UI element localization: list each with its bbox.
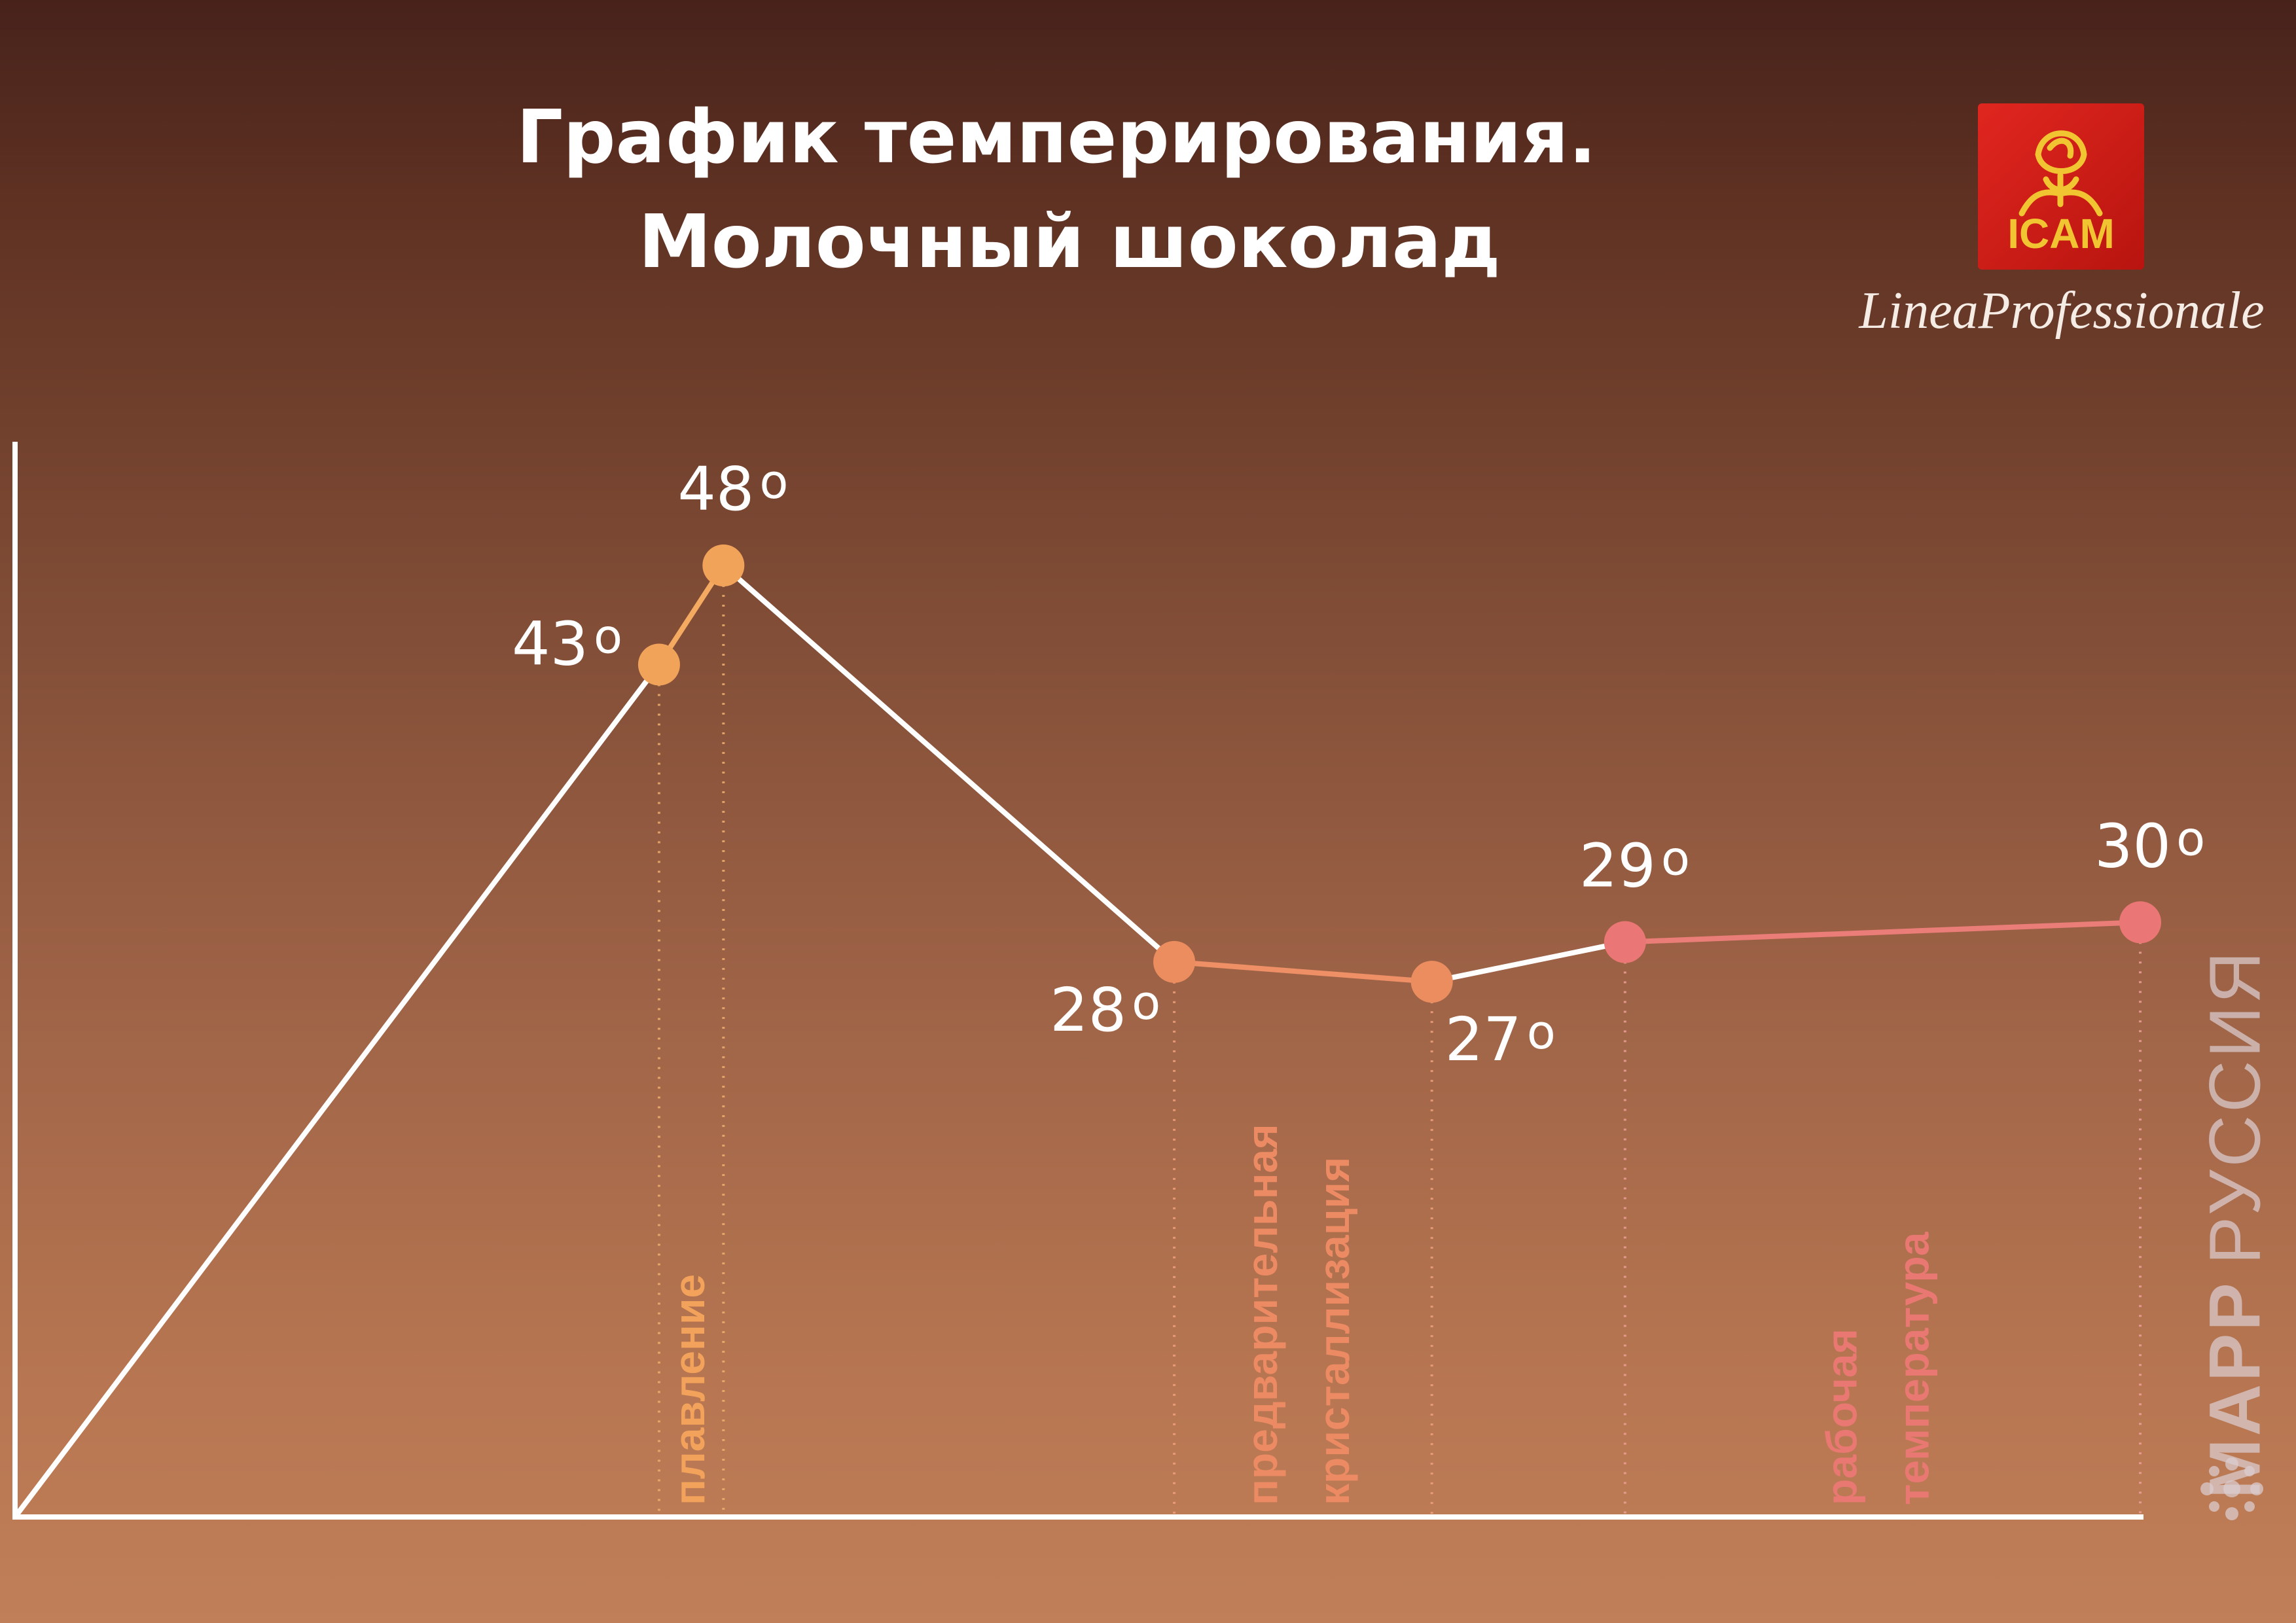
phase-label: предварительная: [1238, 1124, 1286, 1505]
series-line-segment: [1622, 919, 2143, 945]
data-point: [1410, 961, 1453, 1003]
data-point: [702, 544, 745, 586]
degree-mark: о: [1132, 975, 1160, 1030]
chart-title-line-1: График темперирования.: [516, 95, 1597, 180]
data-label: 27 о: [1445, 1005, 1556, 1075]
degree-mark: о: [2176, 811, 2205, 866]
data-label: 29 о: [1579, 831, 1690, 901]
data-label: 30 о: [2094, 811, 2205, 881]
degree-mark: о: [1661, 831, 1690, 886]
data-label: 43 о: [512, 609, 622, 679]
rose-icon: [2018, 130, 2103, 217]
data-point: [1604, 921, 1646, 963]
icam-logo: ICAM: [1964, 98, 2153, 270]
phase-label: кристаллизация: [1310, 1157, 1358, 1505]
data-label: 48 о: [677, 454, 788, 524]
flower-icon: [2200, 1457, 2263, 1520]
series-line-segment: [1172, 959, 1435, 985]
degree-mark: о: [594, 609, 622, 664]
data-point: [1153, 940, 1196, 983]
phase-label: температура: [1889, 1231, 1937, 1505]
degree-mark: о: [1527, 1005, 1556, 1060]
series-line-segment: [12, 662, 662, 1520]
series-line-segment: [721, 563, 1177, 965]
degree-mark: о: [759, 454, 788, 509]
icam-logo-box: ICAM: [1978, 103, 2144, 270]
data-point: [637, 643, 680, 686]
series-line-segment: [1429, 939, 1628, 985]
mapp-russia-watermark: MAPPРУССИЯ: [2176, 903, 2294, 1544]
chart-title: График темперирования. Молочный шоколад: [0, 85, 2296, 294]
linea-professionale-text: LineaProfessionale: [1859, 282, 2265, 340]
data-point: [2119, 901, 2161, 944]
chart-title-line-2: Молочный шоколад: [638, 200, 1501, 285]
icam-logo-text: ICAM: [2007, 210, 2115, 257]
phase-label: плавление: [665, 1274, 713, 1505]
phase-label: рабочая: [1817, 1329, 1865, 1505]
data-label: 28 о: [1050, 975, 1160, 1045]
